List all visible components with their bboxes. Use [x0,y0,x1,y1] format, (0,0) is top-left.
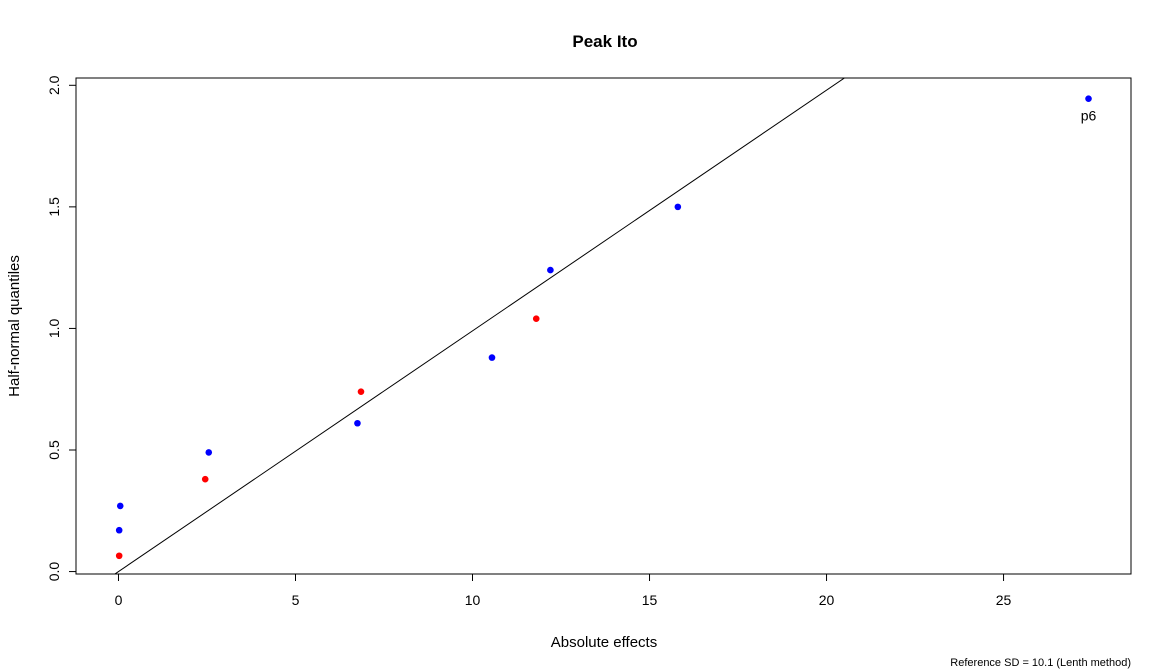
reference-line [114,78,846,574]
y-tick-label: 0.5 [46,440,62,460]
data-point-blue [1085,95,1092,102]
x-tick-label: 0 [115,592,123,608]
data-point-red [115,552,123,560]
x-tick-label: 10 [465,592,481,608]
data-point-red [357,388,365,395]
y-tick-label: 0.0 [46,562,62,582]
reference-line-group [114,78,846,574]
y-tick-label: 2.0 [46,75,62,95]
data-point-blue [354,419,361,427]
y-tick-label: 1.0 [46,318,62,338]
x-axis: 0 5 10 15 20 25 [115,573,1012,608]
data-point-blue [674,203,682,211]
x-tick-label: 15 [642,592,658,608]
x-axis-label: Absolute effects [551,634,657,651]
x-tick-label: 25 [996,592,1012,608]
data-point-red [532,315,540,323]
points-group: p6 [115,95,1097,560]
data-point-blue [115,526,123,534]
data-point-blue [547,266,554,274]
plot-area-frame [75,77,1132,575]
y-axis: 0.0 0.5 1.0 1.5 2.0 [46,75,77,582]
reference-sd-note: Reference SD = 10.1 (Lenth method) [950,657,1131,669]
y-tick-label: 1.5 [46,197,62,217]
data-point-red [201,475,209,483]
data-point-blue [116,502,124,510]
point-label: p6 [1081,108,1097,124]
x-tick-label: 20 [819,592,835,608]
x-tick-label: 5 [292,592,300,608]
data-point-blue [205,449,213,456]
chart-title: Peak Ito [572,32,637,51]
y-axis-label: Half-normal quantiles [6,255,23,397]
data-point-blue [488,354,496,361]
